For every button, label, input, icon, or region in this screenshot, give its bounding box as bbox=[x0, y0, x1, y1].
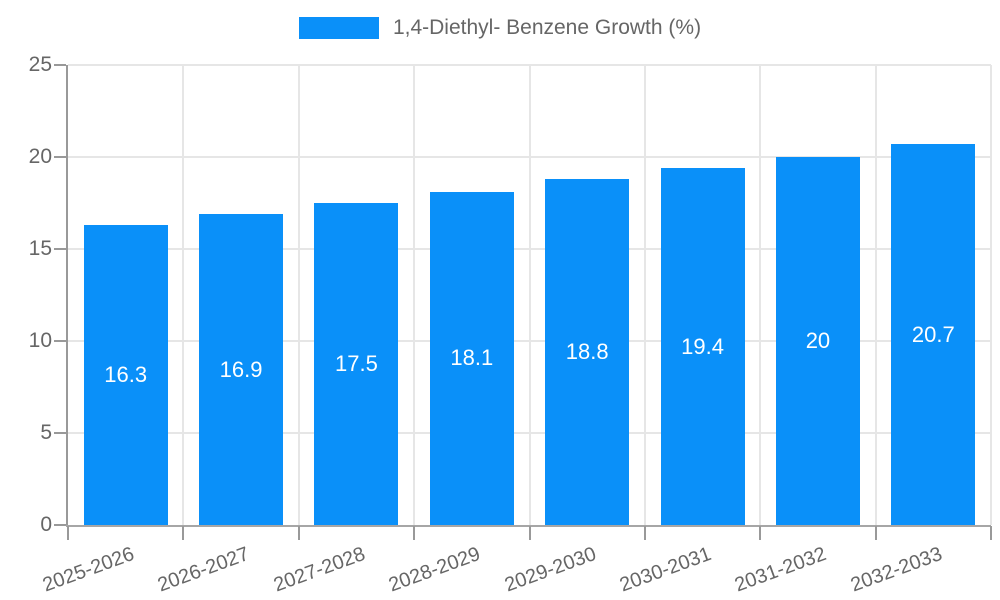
x-gridline bbox=[528, 65, 531, 525]
y-tick-label: 0 bbox=[40, 513, 52, 536]
x-category-label-text: 2031-2032 bbox=[732, 543, 830, 597]
bar-value-label: 19.4 bbox=[681, 333, 724, 359]
x-gridline bbox=[990, 65, 992, 525]
x-category-label-text: 2030-2031 bbox=[616, 543, 715, 597]
bar-2025-2026[interactable] bbox=[83, 225, 168, 525]
x-axis-tick bbox=[297, 526, 300, 540]
bar-value-label: 17.5 bbox=[335, 351, 378, 376]
x-gridline bbox=[182, 65, 185, 525]
x-axis-tick bbox=[182, 526, 185, 540]
bar-2027-2028[interactable] bbox=[314, 203, 399, 525]
y-axis-line bbox=[66, 65, 68, 527]
x-axis-tick bbox=[874, 526, 877, 540]
bar-2028-2029[interactable] bbox=[429, 191, 514, 525]
y-tick-label: 20 bbox=[28, 145, 52, 168]
bar-value-label: 20.7 bbox=[911, 321, 955, 347]
y-axis-tick bbox=[54, 340, 66, 342]
x-axis-tick bbox=[643, 526, 646, 540]
x-axis-tick bbox=[413, 526, 416, 540]
y-axis-tick bbox=[54, 156, 66, 158]
x-axis-tick bbox=[67, 526, 69, 540]
y-axis-tick bbox=[54, 432, 66, 434]
bar-value-label: 18.1 bbox=[450, 345, 494, 371]
bar-value-label: 20 bbox=[805, 328, 831, 353]
bar-2029-2030[interactable] bbox=[545, 179, 630, 525]
x-gridline bbox=[759, 65, 762, 525]
y-axis-tick bbox=[54, 64, 66, 66]
x-axis-tick bbox=[990, 526, 992, 540]
x-gridline bbox=[643, 65, 646, 525]
y-tick-label: 25 bbox=[28, 53, 52, 76]
legend-series-label[interactable]: 1,4-Diethyl- Benzene Growth (%) bbox=[392, 16, 702, 39]
bar-2026-2027[interactable] bbox=[199, 214, 284, 525]
x-category-label-text: 2025-2026 bbox=[39, 543, 138, 597]
y-tick-label: 10 bbox=[28, 329, 52, 352]
x-axis-tick bbox=[759, 526, 762, 540]
y-tick-label: 5 bbox=[40, 421, 52, 444]
chart-legend[interactable]: 1,4-Diethyl- Benzene Growth (%) bbox=[0, 16, 1000, 40]
x-category-label-text: 2028-2029 bbox=[385, 543, 484, 597]
x-category-label-text: 2026-2027 bbox=[155, 543, 253, 597]
bar-value-label: 16.9 bbox=[219, 356, 263, 382]
y-axis-tick bbox=[54, 248, 66, 250]
x-category-label-text: 2029-2030 bbox=[501, 543, 599, 597]
y-tick-label: 15 bbox=[28, 237, 52, 260]
bar-value-label: 18.8 bbox=[565, 339, 609, 365]
x-gridline bbox=[413, 65, 416, 525]
bar-2032-2033[interactable] bbox=[891, 144, 976, 525]
x-gridline bbox=[874, 65, 877, 525]
x-axis-tick bbox=[528, 526, 531, 540]
plot-area: 0 5 10 15 20 25 16.3 2025-2026 16.9 2026-2027 17.5… bbox=[29, 53, 992, 596]
x-category-label-text: 2027-2028 bbox=[270, 543, 368, 597]
y-axis-tick bbox=[54, 524, 66, 526]
bar-2030-2031[interactable] bbox=[660, 168, 745, 525]
x-category-label-text: 2032-2033 bbox=[847, 543, 945, 597]
legend-swatch[interactable] bbox=[298, 17, 379, 39]
bar-value-label: 16.3 bbox=[104, 362, 148, 388]
bar-2031-2032[interactable] bbox=[775, 157, 860, 525]
x-gridline bbox=[297, 65, 300, 525]
